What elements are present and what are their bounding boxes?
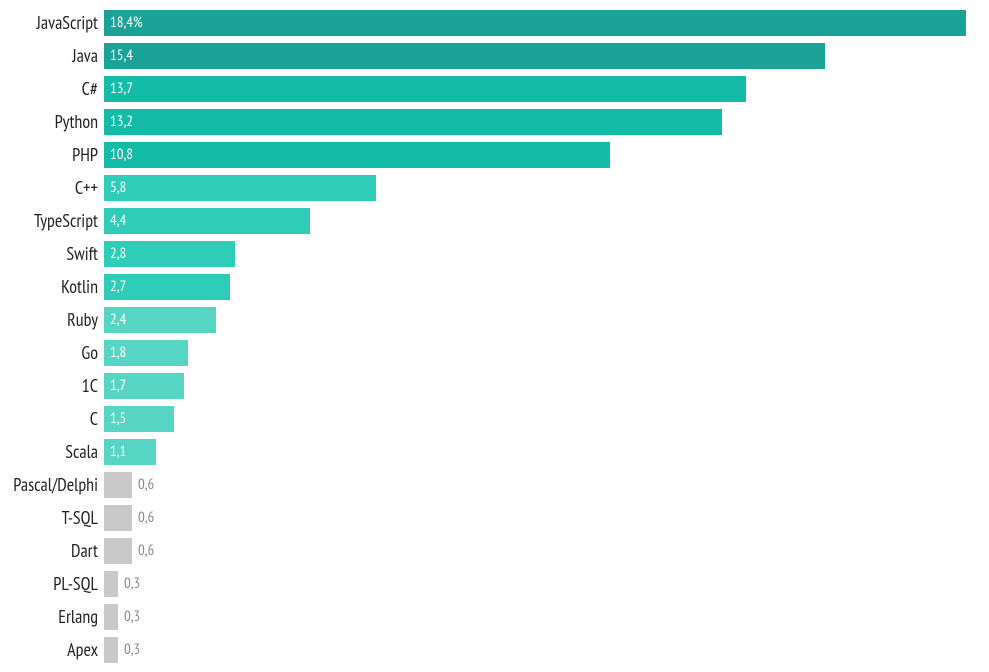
chart-row: Ruby 2,4 — [0, 303, 979, 336]
bar-area: 1,7 — [104, 373, 979, 399]
bar-label: Apex — [0, 638, 104, 661]
bar-area: 18,4% — [104, 10, 979, 36]
chart-row: 1C 1,7 — [0, 369, 979, 402]
bar — [104, 175, 376, 201]
bar-value: 0,6 — [132, 505, 154, 531]
chart-row: C# 13,7 — [0, 72, 979, 105]
chart-row: Pascal/Delphi 0,6 — [0, 468, 979, 501]
chart-row: C++ 5,8 — [0, 171, 979, 204]
bar-value: 4,4 — [110, 208, 126, 234]
bar-area: 1,5 — [104, 406, 979, 432]
bar-label: Java — [0, 44, 104, 67]
bar-label: Dart — [0, 539, 104, 562]
bar-value: 0,3 — [118, 637, 140, 663]
bar-label: Erlang — [0, 605, 104, 628]
chart-row: PHP 10,8 — [0, 138, 979, 171]
bar-value: 13,7 — [110, 76, 133, 102]
bar — [104, 538, 132, 564]
bar-label: Swift — [0, 242, 104, 265]
bar — [104, 505, 132, 531]
bar-area: 5,8 — [104, 175, 979, 201]
bar — [104, 637, 118, 663]
bar-value: 15,4 — [110, 43, 133, 69]
bar — [104, 142, 610, 168]
chart-row: Python 13,2 — [0, 105, 979, 138]
chart-row: Apex 0,3 — [0, 633, 979, 666]
bar-label: Kotlin — [0, 275, 104, 298]
bar-label: C++ — [0, 176, 104, 199]
bar-area: 0,6 — [104, 505, 979, 531]
bar-area: 1,8 — [104, 340, 979, 366]
language-bar-chart: JavaScript18,4%Java15,4C#13,7Python13,2P… — [0, 0, 989, 672]
bar-label: Go — [0, 341, 104, 364]
bar-value: 0,6 — [132, 538, 154, 564]
chart-row: T-SQL 0,6 — [0, 501, 979, 534]
chart-row: C 1,5 — [0, 402, 979, 435]
bar-value: 5,8 — [110, 175, 126, 201]
bar-value: 1,8 — [110, 340, 126, 366]
bar-value: 2,7 — [110, 274, 126, 300]
bar-label: Scala — [0, 440, 104, 463]
chart-row: TypeScript 4,4 — [0, 204, 979, 237]
chart-row: Java 15,4 — [0, 39, 979, 72]
bar-value: 0,3 — [118, 571, 140, 597]
bar-area: 1,1 — [104, 439, 979, 465]
bar-area: 0,3 — [104, 637, 979, 663]
chart-row: Erlang 0,3 — [0, 600, 979, 633]
bar-label: 1C — [0, 374, 104, 397]
bar-area: 2,7 — [104, 274, 979, 300]
bar-area: 13,2 — [104, 109, 979, 135]
bar-value: 2,8 — [110, 241, 126, 267]
bar-label: TypeScript — [0, 209, 104, 232]
bar — [104, 208, 310, 234]
bar — [104, 604, 118, 630]
bar-area: 0,6 — [104, 538, 979, 564]
bar — [104, 43, 825, 69]
chart-row: Dart 0,6 — [0, 534, 979, 567]
bar-area: 0,3 — [104, 571, 979, 597]
bar — [104, 10, 966, 36]
bar-value: 18,4% — [110, 10, 143, 36]
bar-value: 0,3 — [118, 604, 140, 630]
chart-row: PL-SQL 0,3 — [0, 567, 979, 600]
bar-area: 0,3 — [104, 604, 979, 630]
bar-label: Ruby — [0, 308, 104, 331]
bar — [104, 76, 746, 102]
bar-area: 10,8 — [104, 142, 979, 168]
chart-row: JavaScript 18,4% — [0, 6, 979, 39]
bar-area: 2,4 — [104, 307, 979, 333]
bar-label: PHP — [0, 143, 104, 166]
bar-area: 15,4 — [104, 43, 979, 69]
bar-label: PL-SQL — [0, 572, 104, 595]
bar — [104, 472, 132, 498]
bar-label: Pascal/Delphi — [0, 473, 104, 496]
bar-label: C — [0, 407, 104, 430]
bar-value: 1,1 — [110, 439, 126, 465]
bar-label: C# — [0, 77, 104, 100]
bar-value: 2,4 — [110, 307, 126, 333]
chart-row: Go 1,8 — [0, 336, 979, 369]
bar — [104, 571, 118, 597]
bar-value: 10,8 — [110, 142, 133, 168]
bar-value: 0,6 — [132, 472, 154, 498]
chart-row: Scala 1,1 — [0, 435, 979, 468]
chart-row: Swift 2,8 — [0, 237, 979, 270]
bar-label: JavaScript — [0, 11, 104, 34]
bar-value: 13,2 — [110, 109, 133, 135]
bar-label: T-SQL — [0, 506, 104, 529]
bar-value: 1,5 — [110, 406, 126, 432]
chart-row: Kotlin 2,7 — [0, 270, 979, 303]
bar-label: Python — [0, 110, 104, 133]
bar-area: 13,7 — [104, 76, 979, 102]
bar — [104, 109, 722, 135]
bar-value: 1,7 — [110, 373, 126, 399]
bar-area: 2,8 — [104, 241, 979, 267]
bar-area: 0,6 — [104, 472, 979, 498]
bar-area: 4,4 — [104, 208, 979, 234]
